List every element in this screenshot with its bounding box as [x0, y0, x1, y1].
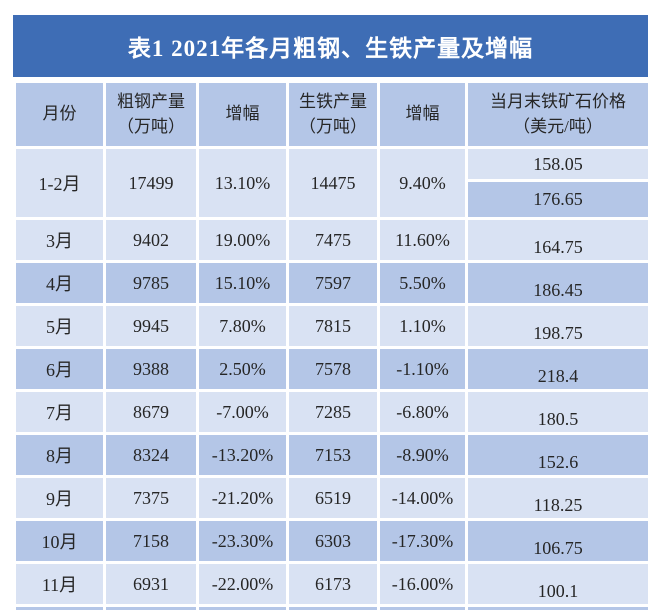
column-header-pig-iron: 生铁产量 （万吨） — [286, 80, 380, 149]
ore-price-cell: 198.75 — [465, 303, 651, 349]
steel-output-cell: 9388 — [103, 346, 199, 392]
header-label: 粗钢产量 — [117, 91, 185, 111]
table-row: 7月 8679 -7.00% 7285 -6.80% 180.5 — [13, 389, 651, 435]
month-cell: 9月 — [13, 475, 106, 521]
steel-growth-cell: 19.00% — [196, 217, 289, 263]
iron-growth-cell: 11.60% — [377, 217, 468, 263]
ore-price-cell: 119 — [465, 604, 651, 610]
steel-growth-cell: 7.80% — [196, 303, 289, 349]
production-table: 月份 粗钢产量 （万吨） 增幅 生铁产量 （万吨） 增幅 当月末铁矿石价格 （美… — [13, 80, 651, 610]
month-cell: 5月 — [13, 303, 106, 349]
iron-output-cell: 14475 — [286, 146, 380, 220]
ore-price-cell: 158.05 — [465, 146, 651, 182]
iron-growth-cell: -17.30% — [377, 518, 468, 564]
month-cell: 12月 — [13, 604, 106, 610]
iron-output-cell: 6303 — [286, 518, 380, 564]
steel-growth-cell: 15.10% — [196, 260, 289, 306]
table-row: 5月 9945 7.80% 7815 1.10% 198.75 — [13, 303, 651, 349]
iron-output-cell: 7815 — [286, 303, 380, 349]
header-unit: （万吨） — [117, 116, 185, 136]
iron-output-cell: 7578 — [286, 346, 380, 392]
month-cell: 10月 — [13, 518, 106, 564]
month-cell: 8月 — [13, 432, 106, 478]
iron-output-cell: 7475 — [286, 217, 380, 263]
iron-growth-cell: 5.50% — [377, 260, 468, 306]
header-label: 增幅 — [225, 104, 260, 124]
table-row: 6月 9388 2.50% 7578 -1.10% 218.4 — [13, 346, 651, 392]
steel-output-cell: 6931 — [103, 561, 199, 607]
month-cell: 6月 — [13, 346, 106, 392]
table-row: 4月 9785 15.10% 7597 5.50% 186.45 — [13, 260, 651, 306]
table-row: 1-2月 17499 13.10% 14475 9.40% 158.05 — [13, 146, 651, 220]
iron-growth-cell: 9.40% — [377, 146, 468, 220]
iron-output-cell: 7285 — [286, 389, 380, 435]
month-cell: 3月 — [13, 217, 106, 263]
month-cell: 7月 — [13, 389, 106, 435]
steel-growth-cell: -13.20% — [196, 432, 289, 478]
column-header-crude-steel: 粗钢产量 （万吨） — [103, 80, 199, 149]
column-header-steel-growth: 增幅 — [196, 80, 289, 149]
steel-output-cell: 8619 — [103, 604, 199, 610]
iron-growth-cell: -1.10% — [377, 346, 468, 392]
header-label: 生铁产量 — [299, 91, 367, 111]
column-header-iron-growth: 增幅 — [377, 80, 468, 149]
table-container: 表1 2021年各月粗钢、生铁产量及增幅 月份 粗钢产量 （万吨） 增幅 生铁产… — [13, 15, 651, 610]
header-unit: （美元/吨） — [513, 116, 603, 136]
iron-growth-cell: -14.00% — [377, 475, 468, 521]
steel-output-cell: 8324 — [103, 432, 199, 478]
ore-price-cell: 186.45 — [465, 260, 651, 306]
header-row: 月份 粗钢产量 （万吨） 增幅 生铁产量 （万吨） 增幅 当月末铁矿石价格 （美… — [13, 80, 651, 149]
month-cell: 11月 — [13, 561, 106, 607]
iron-growth-cell: 1.10% — [377, 303, 468, 349]
steel-output-cell: 7158 — [103, 518, 199, 564]
iron-output-cell: 7153 — [286, 432, 380, 478]
ore-price-cell: 176.65 — [465, 179, 651, 220]
iron-growth-cell: -6.80% — [377, 389, 468, 435]
steel-growth-cell: -21.20% — [196, 475, 289, 521]
steel-growth-cell: -22.00% — [196, 561, 289, 607]
steel-output-cell: 17499 — [103, 146, 199, 220]
table-title: 表1 2021年各月粗钢、生铁产量及增幅 — [13, 15, 648, 77]
ore-price-cell: 180.5 — [465, 389, 651, 435]
header-label: 月份 — [42, 104, 77, 124]
table-row: 12月 8619 -6.80% 7210 -5.40% 119 — [13, 604, 651, 610]
steel-output-cell: 9945 — [103, 303, 199, 349]
iron-output-cell: 7597 — [286, 260, 380, 306]
ore-price-cell: 106.75 — [465, 518, 651, 564]
steel-output-cell: 8679 — [103, 389, 199, 435]
header-unit: （万吨） — [299, 116, 367, 136]
month-cell: 1-2月 — [13, 146, 106, 220]
table-row: 10月 7158 -23.30% 6303 -17.30% 106.75 — [13, 518, 651, 564]
column-header-ore-price: 当月末铁矿石价格 （美元/吨） — [465, 80, 651, 149]
iron-output-cell: 7210 — [286, 604, 380, 610]
ore-price-cell: 118.25 — [465, 475, 651, 521]
steel-output-cell: 9402 — [103, 217, 199, 263]
iron-growth-cell: -16.00% — [377, 561, 468, 607]
iron-growth-cell: -5.40% — [377, 604, 468, 610]
column-header-month: 月份 — [13, 80, 106, 149]
iron-growth-cell: -8.90% — [377, 432, 468, 478]
steel-growth-cell: -23.30% — [196, 518, 289, 564]
table-row: 8月 8324 -13.20% 7153 -8.90% 152.6 — [13, 432, 651, 478]
steel-growth-cell: 2.50% — [196, 346, 289, 392]
ore-price-cell: 164.75 — [465, 217, 651, 263]
iron-output-cell: 6173 — [286, 561, 380, 607]
steel-growth-cell: -7.00% — [196, 389, 289, 435]
header-label: 当月末铁矿石价格 — [490, 91, 626, 111]
ore-price-cell: 100.1 — [465, 561, 651, 607]
steel-output-cell: 7375 — [103, 475, 199, 521]
steel-growth-cell: 13.10% — [196, 146, 289, 220]
steel-growth-cell: -6.80% — [196, 604, 289, 610]
header-label: 增幅 — [405, 104, 440, 124]
table-row: 3月 9402 19.00% 7475 11.60% 164.75 — [13, 217, 651, 263]
ore-price-cell: 152.6 — [465, 432, 651, 478]
iron-output-cell: 6519 — [286, 475, 380, 521]
steel-output-cell: 9785 — [103, 260, 199, 306]
table-row: 11月 6931 -22.00% 6173 -16.00% 100.1 — [13, 561, 651, 607]
ore-price-cell: 218.4 — [465, 346, 651, 392]
table-row: 9月 7375 -21.20% 6519 -14.00% 118.25 — [13, 475, 651, 521]
month-cell: 4月 — [13, 260, 106, 306]
table-row: 176.65 — [15, 179, 651, 220]
